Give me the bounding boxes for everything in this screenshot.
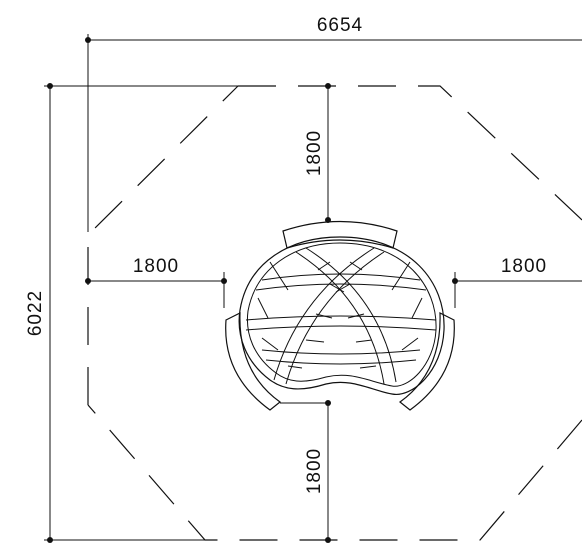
height-dimension: 6022 xyxy=(25,83,240,543)
safety-zone-boundary xyxy=(87,85,582,541)
right-clearance-dimension: 1800 xyxy=(452,256,582,308)
width-dimension: 6654 xyxy=(85,15,582,232)
width-dimension-label: 6654 xyxy=(317,15,363,36)
dome-climber-structure xyxy=(225,220,455,411)
bottom-clearance-label: 1800 xyxy=(304,448,325,494)
height-dimension-label: 6022 xyxy=(25,290,46,336)
top-clearance-label: 1800 xyxy=(304,130,325,176)
bottom-clearance-dimension: 1800 xyxy=(280,400,331,543)
left-clearance-label: 1800 xyxy=(133,256,179,277)
top-clearance-dimension: 1800 xyxy=(304,83,331,223)
left-clearance-dimension: 1800 xyxy=(85,256,227,308)
right-clearance-label: 1800 xyxy=(501,256,547,277)
